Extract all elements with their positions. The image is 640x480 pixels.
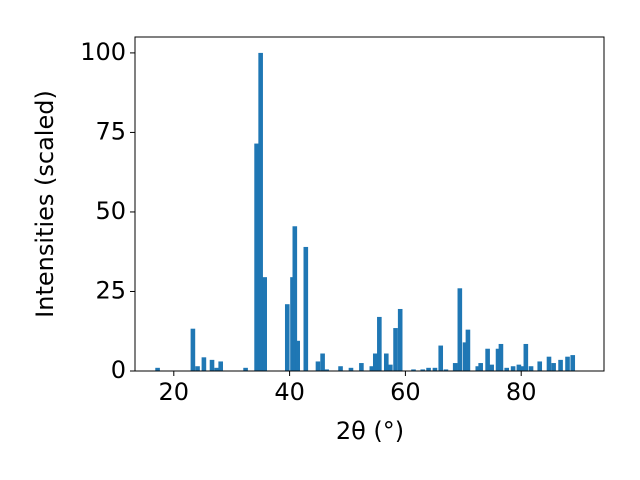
bar bbox=[290, 277, 295, 371]
bar bbox=[516, 364, 522, 371]
bar bbox=[520, 366, 526, 371]
bar bbox=[201, 357, 207, 371]
bar bbox=[457, 288, 463, 371]
plot-frame bbox=[134, 36, 605, 372]
y-tick-label: 0 bbox=[111, 356, 126, 384]
bar bbox=[510, 366, 516, 371]
bar bbox=[324, 369, 329, 371]
bar bbox=[254, 143, 259, 371]
bar bbox=[537, 361, 543, 371]
bar bbox=[262, 277, 267, 371]
bar bbox=[190, 328, 196, 371]
bar bbox=[489, 364, 494, 371]
bar bbox=[504, 367, 510, 371]
bar bbox=[195, 366, 200, 371]
y-axis-label: Intensities (scaled) bbox=[31, 90, 59, 318]
bar bbox=[558, 359, 563, 371]
bar bbox=[495, 348, 501, 371]
bar bbox=[393, 328, 398, 371]
bar bbox=[570, 355, 576, 371]
bar bbox=[388, 364, 393, 371]
y-tick-label: 50 bbox=[95, 197, 126, 225]
bar bbox=[348, 367, 354, 371]
bar bbox=[369, 366, 375, 371]
bar bbox=[420, 369, 426, 371]
bar bbox=[551, 363, 556, 371]
bar bbox=[438, 345, 444, 371]
bar bbox=[359, 363, 364, 371]
x-tick-label: 80 bbox=[506, 378, 537, 406]
y-tick-label: 75 bbox=[95, 117, 126, 145]
bar bbox=[475, 366, 481, 371]
bar bbox=[214, 367, 219, 371]
bar bbox=[372, 353, 378, 371]
bar bbox=[528, 366, 534, 371]
bar bbox=[397, 308, 403, 371]
bar bbox=[218, 361, 223, 371]
bar bbox=[292, 226, 298, 371]
bar bbox=[411, 369, 416, 371]
x-axis-label: 2θ (°) bbox=[336, 417, 404, 445]
bar bbox=[303, 246, 309, 371]
bar bbox=[523, 343, 529, 371]
bar bbox=[315, 361, 321, 371]
bar bbox=[485, 348, 490, 371]
bar bbox=[209, 359, 215, 371]
bar bbox=[452, 363, 458, 371]
bar bbox=[432, 367, 438, 371]
bar bbox=[478, 363, 483, 371]
bar bbox=[546, 356, 552, 371]
bar bbox=[383, 353, 389, 371]
bar bbox=[155, 367, 160, 371]
bar bbox=[426, 367, 431, 371]
bar bbox=[377, 316, 382, 371]
bar bbox=[338, 366, 343, 371]
bar bbox=[465, 329, 471, 371]
bar bbox=[498, 343, 504, 371]
x-tick-label: 20 bbox=[159, 378, 190, 406]
y-tick-label: 25 bbox=[95, 276, 126, 304]
y-tick-label: 100 bbox=[80, 38, 126, 66]
bar bbox=[320, 353, 325, 371]
x-tick-label: 60 bbox=[390, 378, 421, 406]
bar bbox=[295, 340, 301, 371]
bar bbox=[443, 369, 449, 371]
x-tick-label: 40 bbox=[274, 378, 305, 406]
bar bbox=[284, 304, 290, 371]
bar bbox=[243, 367, 248, 371]
bar bbox=[258, 52, 263, 372]
bar bbox=[462, 342, 468, 371]
bar bbox=[565, 356, 570, 371]
